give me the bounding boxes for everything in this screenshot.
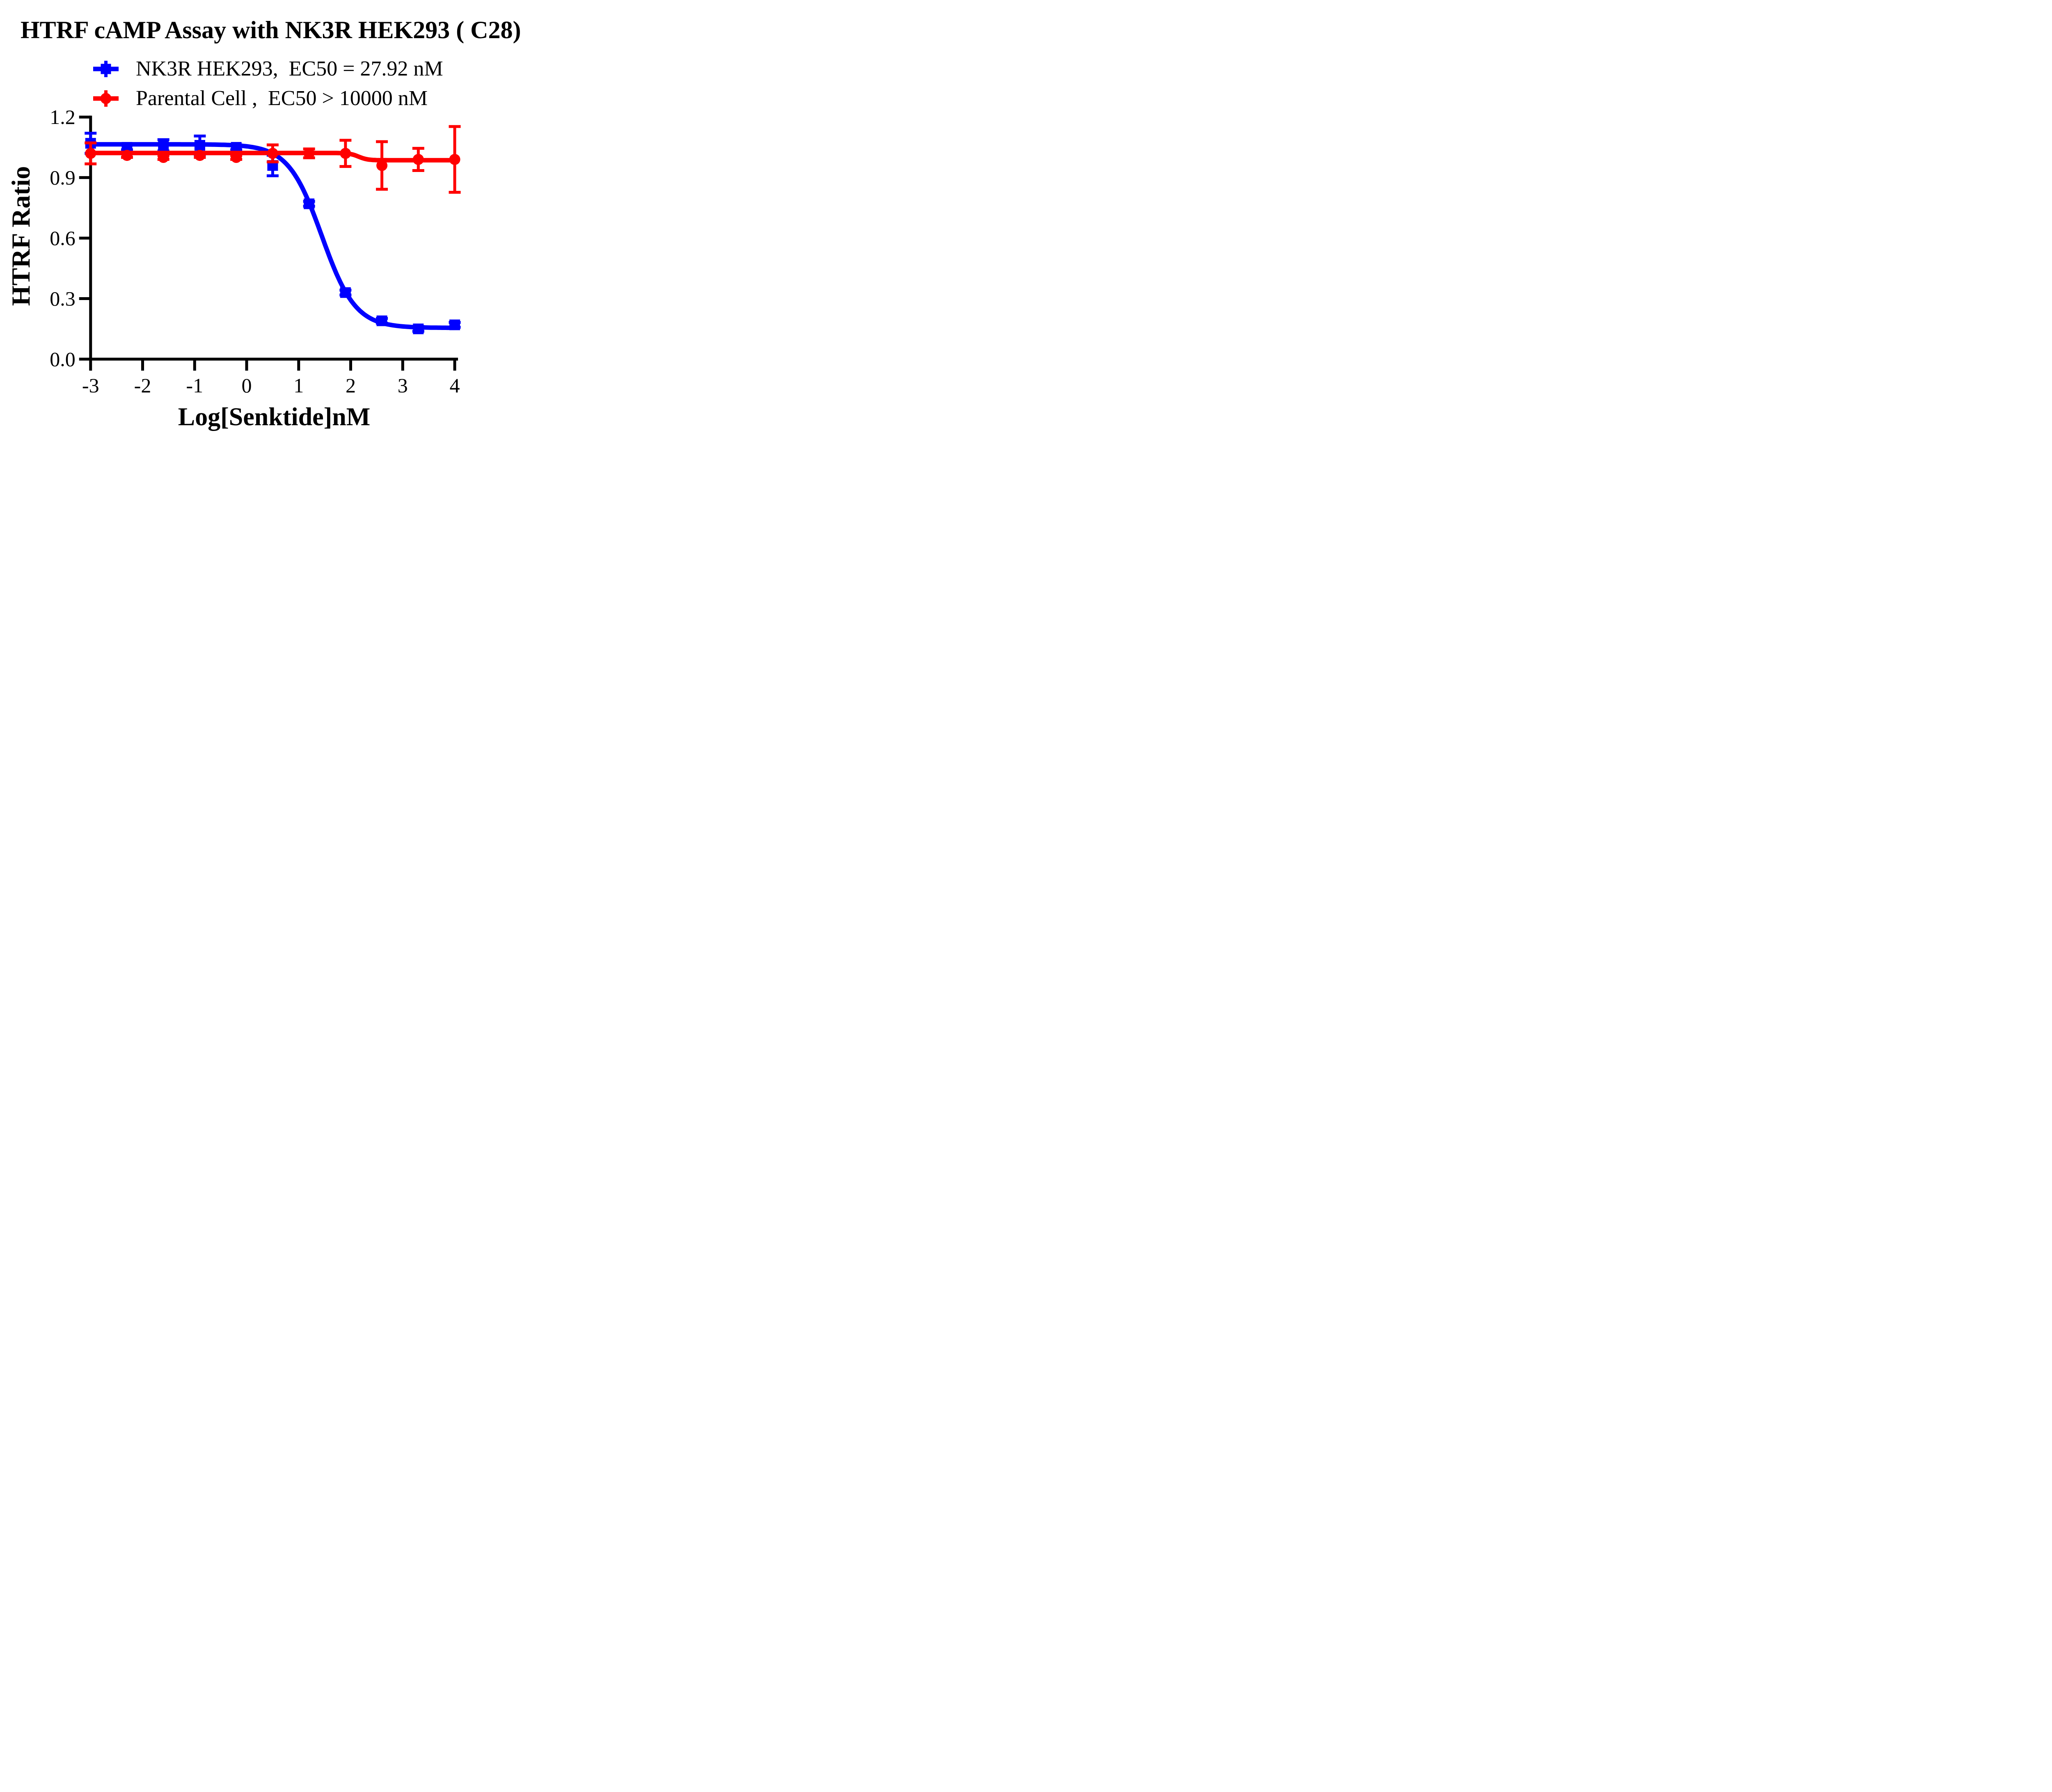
data-point-marker: [303, 148, 315, 159]
legend-label: Parental Cell , EC50 > 10000 nM: [136, 87, 428, 110]
x-axis-label: Log[Senktide]nM: [178, 403, 370, 431]
y-tick-label: 1.2: [50, 105, 76, 128]
data-point-marker: [85, 148, 96, 159]
x-tick-label: -1: [186, 374, 203, 397]
data-point-marker: [412, 154, 424, 165]
y-tick-label: 0.0: [50, 348, 76, 371]
data-point-marker: [376, 315, 387, 326]
data-point-marker: [158, 140, 169, 151]
data-point-marker: [449, 319, 460, 330]
data-point-marker: [340, 148, 351, 159]
data-point-marker: [267, 148, 278, 159]
figure-page: { "figure": { "title": "HTRF cAMP Assay …: [0, 0, 543, 448]
dose-response-chart: 0.0 0.3 0.6 0.9 1.2 -3 -2 -1 0 1 2 3 4 Log[Senktide]n…: [6, 105, 461, 431]
legend-label: NK3R HEK293, EC50 = 27.92 nM: [136, 57, 443, 80]
data-point-marker: [376, 160, 388, 171]
y-tick-label: 0.3: [50, 287, 76, 310]
data-point-marker: [304, 198, 315, 209]
x-tick-label: 1: [293, 374, 304, 397]
x-tick-label: -2: [134, 374, 151, 397]
square-series-marker-icon: [93, 61, 119, 77]
data-point-marker: [194, 140, 205, 151]
legend-item-parental-cell: Parental Cell , EC50 > 10000 nM: [92, 88, 428, 109]
data-point-marker: [194, 150, 206, 161]
data-point-marker: [121, 150, 133, 161]
chart-title: HTRF cAMP Assay with NK3R HEK293 ( C28): [21, 16, 521, 44]
series-nk3r-hek293: [85, 132, 461, 335]
data-point-marker: [413, 323, 424, 335]
x-tick-label: 0: [242, 374, 252, 397]
data-point-marker: [231, 152, 242, 163]
circle-series-marker-icon: [93, 90, 119, 107]
data-point-marker: [158, 152, 169, 163]
data-point-marker: [449, 154, 460, 165]
data-point-marker: [340, 287, 351, 298]
axes: 0.0 0.3 0.6 0.9 1.2 -3 -2 -1 0 1 2 3 4: [50, 105, 460, 397]
series-parental-cell: [85, 125, 461, 194]
y-tick-label: 0.9: [50, 166, 76, 189]
legend-item-nk3r-hek293: NK3R HEK293, EC50 = 27.92 nM: [92, 58, 443, 80]
x-tick-label: 3: [398, 374, 408, 397]
y-tick-label: 0.6: [50, 227, 76, 250]
x-tick-label: 2: [346, 374, 356, 397]
y-axis-label: HTRF Ratio: [6, 166, 35, 306]
x-tick-label: -3: [82, 374, 99, 397]
x-tick-label: 4: [450, 374, 460, 397]
